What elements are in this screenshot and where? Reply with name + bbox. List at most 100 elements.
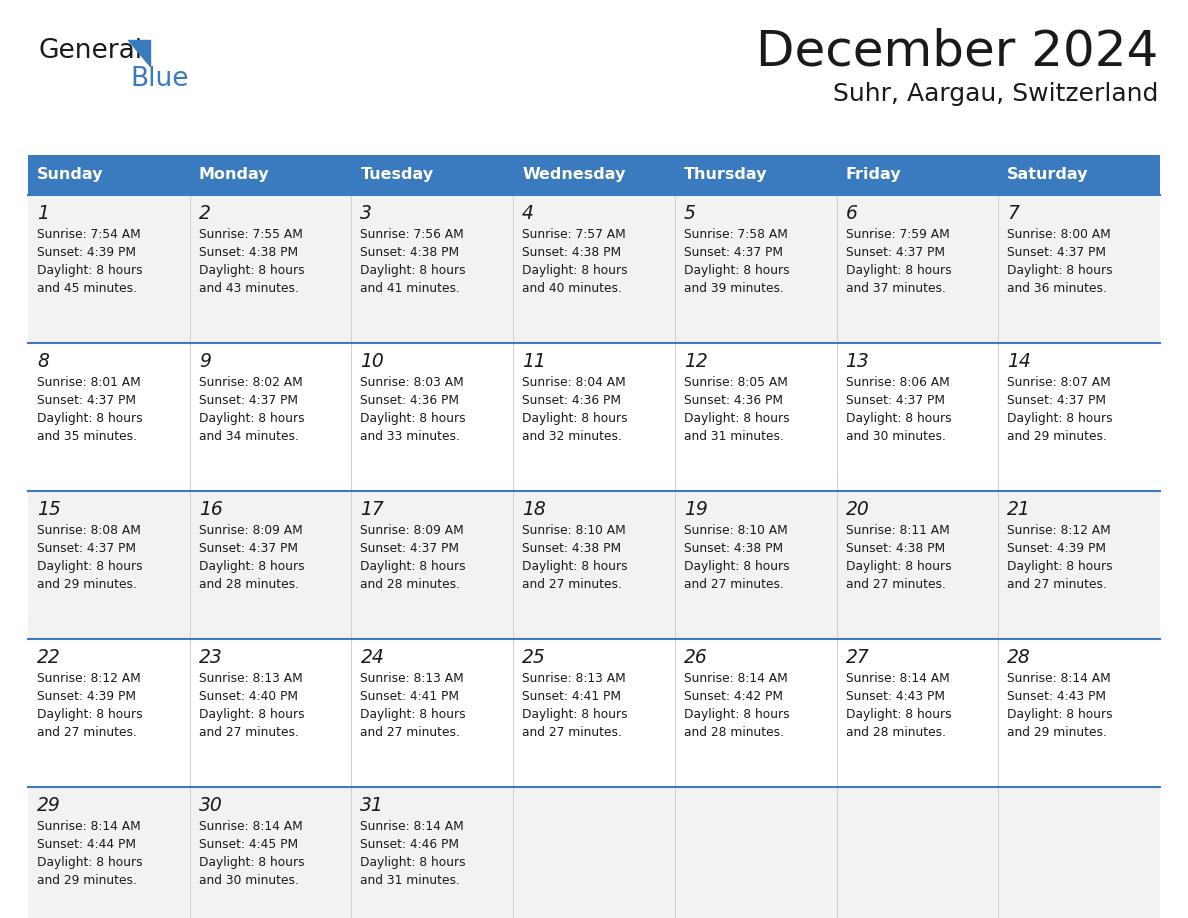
Text: Sunset: 4:37 PM: Sunset: 4:37 PM [198,542,298,555]
Text: Daylight: 8 hours: Daylight: 8 hours [360,264,466,277]
Text: Sunset: 4:38 PM: Sunset: 4:38 PM [684,542,783,555]
Text: Sunrise: 8:12 AM: Sunrise: 8:12 AM [1007,524,1111,537]
Text: and 31 minutes.: and 31 minutes. [684,430,784,443]
Text: and 40 minutes.: and 40 minutes. [523,282,623,295]
Bar [675,195,836,343]
Text: Sunrise: 7:56 AM: Sunrise: 7:56 AM [360,228,465,241]
Text: 29: 29 [37,796,61,815]
Text: Daylight: 8 hours: Daylight: 8 hours [198,560,304,573]
Text: Sunset: 4:38 PM: Sunset: 4:38 PM [846,542,944,555]
Text: Sunset: 4:37 PM: Sunset: 4:37 PM [360,542,460,555]
Text: Thursday: Thursday [684,167,767,183]
Text: Daylight: 8 hours: Daylight: 8 hours [523,708,627,721]
Text: Sunset: 4:36 PM: Sunset: 4:36 PM [523,394,621,407]
Bar [675,491,836,639]
Text: Daylight: 8 hours: Daylight: 8 hours [198,708,304,721]
Bar [836,155,998,195]
Text: Daylight: 8 hours: Daylight: 8 hours [846,264,952,277]
Text: and 27 minutes.: and 27 minutes. [1007,578,1107,591]
Text: and 27 minutes.: and 27 minutes. [360,726,460,739]
Text: Sunrise: 8:14 AM: Sunrise: 8:14 AM [846,672,949,685]
Bar [998,195,1159,343]
Text: Monday: Monday [198,167,270,183]
Bar [998,639,1159,787]
Text: Sunrise: 7:57 AM: Sunrise: 7:57 AM [523,228,626,241]
Text: 20: 20 [846,500,870,519]
Text: and 28 minutes.: and 28 minutes. [360,578,461,591]
Text: 26: 26 [684,648,708,667]
Bar [513,155,675,195]
Text: and 41 minutes.: and 41 minutes. [360,282,460,295]
Text: and 27 minutes.: and 27 minutes. [37,726,137,739]
Text: Daylight: 8 hours: Daylight: 8 hours [684,412,790,425]
Text: Sunset: 4:38 PM: Sunset: 4:38 PM [523,542,621,555]
Text: 6: 6 [846,204,858,223]
Text: and 39 minutes.: and 39 minutes. [684,282,784,295]
Bar [513,343,675,491]
Text: Daylight: 8 hours: Daylight: 8 hours [198,856,304,869]
Text: Sunrise: 8:09 AM: Sunrise: 8:09 AM [360,524,465,537]
Text: and 35 minutes.: and 35 minutes. [37,430,137,443]
Text: Sunrise: 8:08 AM: Sunrise: 8:08 AM [37,524,141,537]
Text: 30: 30 [198,796,222,815]
Text: Sunrise: 8:06 AM: Sunrise: 8:06 AM [846,376,949,389]
Text: and 27 minutes.: and 27 minutes. [198,726,298,739]
Bar [190,155,352,195]
Text: and 28 minutes.: and 28 minutes. [684,726,784,739]
Text: 17: 17 [360,500,384,519]
Text: 7: 7 [1007,204,1019,223]
Text: Daylight: 8 hours: Daylight: 8 hours [684,560,790,573]
Text: Daylight: 8 hours: Daylight: 8 hours [523,560,627,573]
Text: Daylight: 8 hours: Daylight: 8 hours [1007,560,1113,573]
Text: Sunrise: 7:54 AM: Sunrise: 7:54 AM [37,228,140,241]
Bar [352,195,513,343]
Text: Wednesday: Wednesday [523,167,626,183]
Text: Daylight: 8 hours: Daylight: 8 hours [846,412,952,425]
Bar [836,343,998,491]
Text: Sunset: 4:40 PM: Sunset: 4:40 PM [198,690,298,703]
Text: Daylight: 8 hours: Daylight: 8 hours [1007,264,1113,277]
Text: Daylight: 8 hours: Daylight: 8 hours [360,856,466,869]
Polygon shape [128,40,150,66]
Bar [190,195,352,343]
Bar [836,639,998,787]
Text: Blue: Blue [129,66,189,92]
Text: and 29 minutes.: and 29 minutes. [1007,726,1107,739]
Text: Daylight: 8 hours: Daylight: 8 hours [1007,412,1113,425]
Bar [29,155,190,195]
Text: December 2024: December 2024 [756,28,1158,76]
Text: Suhr, Aargau, Switzerland: Suhr, Aargau, Switzerland [833,82,1158,106]
Bar [513,491,675,639]
Text: Sunset: 4:37 PM: Sunset: 4:37 PM [1007,394,1106,407]
Bar [352,787,513,918]
Text: and 28 minutes.: and 28 minutes. [846,726,946,739]
Text: and 36 minutes.: and 36 minutes. [1007,282,1107,295]
Text: Sunrise: 8:14 AM: Sunrise: 8:14 AM [684,672,788,685]
Text: Sunrise: 8:04 AM: Sunrise: 8:04 AM [523,376,626,389]
Text: Daylight: 8 hours: Daylight: 8 hours [360,412,466,425]
Text: 2: 2 [198,204,210,223]
Bar [836,491,998,639]
Text: Sunset: 4:39 PM: Sunset: 4:39 PM [37,690,135,703]
Text: 15: 15 [37,500,61,519]
Text: and 29 minutes.: and 29 minutes. [1007,430,1107,443]
Bar [675,639,836,787]
Bar [190,639,352,787]
Text: Sunrise: 8:14 AM: Sunrise: 8:14 AM [360,820,465,833]
Text: 31: 31 [360,796,384,815]
Text: and 27 minutes.: and 27 minutes. [846,578,946,591]
Bar [998,155,1159,195]
Text: and 30 minutes.: and 30 minutes. [198,874,298,887]
Text: 16: 16 [198,500,222,519]
Bar [29,639,190,787]
Text: Sunrise: 8:13 AM: Sunrise: 8:13 AM [360,672,465,685]
Text: Sunset: 4:37 PM: Sunset: 4:37 PM [846,246,944,259]
Text: 23: 23 [198,648,222,667]
Bar [190,787,352,918]
Text: Sunset: 4:37 PM: Sunset: 4:37 PM [37,394,135,407]
Text: Daylight: 8 hours: Daylight: 8 hours [37,708,143,721]
Text: Daylight: 8 hours: Daylight: 8 hours [684,264,790,277]
Text: Sunrise: 8:09 AM: Sunrise: 8:09 AM [198,524,303,537]
Text: and 27 minutes.: and 27 minutes. [684,578,784,591]
Text: and 43 minutes.: and 43 minutes. [198,282,298,295]
